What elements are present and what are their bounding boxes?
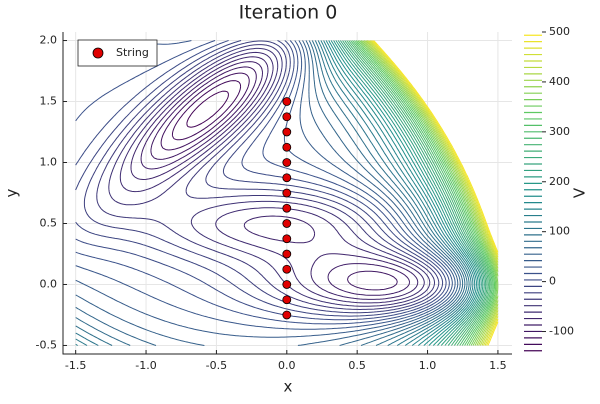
contour-line (359, 40, 498, 346)
contour-line (333, 40, 481, 346)
contour-line (373, 40, 499, 346)
contour-line (160, 72, 250, 151)
y-tick-label: 0.5 (40, 216, 58, 229)
string-point (282, 234, 292, 244)
contour-line (75, 40, 453, 330)
string-point (282, 173, 292, 183)
contour-line (363, 40, 499, 346)
x-tick-label: 1.0 (419, 359, 437, 372)
y-tick-label: 0.0 (40, 277, 58, 290)
contour-line (366, 40, 499, 346)
contour-line (75, 40, 470, 346)
contour-line (339, 40, 485, 346)
contour-line (186, 90, 229, 128)
contour-line (75, 40, 456, 338)
string-point (282, 158, 292, 167)
contour-line (350, 40, 492, 346)
contour-line (130, 56, 419, 300)
colorbar-tick-label: 0 (549, 275, 556, 288)
contour-line (150, 66, 398, 291)
x-tick-label: -1.0 (135, 359, 156, 372)
string-point (282, 310, 292, 320)
contour-line (357, 40, 497, 346)
colorbar-tick-label: 200 (549, 175, 570, 188)
x-tick-label: 0.5 (348, 359, 366, 372)
contour-line (108, 47, 431, 307)
y-tick-label: -0.5 (36, 338, 57, 351)
contour-line (354, 40, 494, 346)
contour-line (325, 40, 476, 346)
colorbar-tick-label: 300 (549, 125, 570, 138)
contour-line (335, 40, 482, 346)
contour-line (83, 40, 440, 314)
string-point (282, 188, 292, 198)
contour-line (75, 40, 450, 325)
colorbar-label: V (571, 187, 589, 198)
contour-line (337, 40, 484, 346)
contour-line (75, 40, 466, 346)
contour-line (75, 40, 459, 346)
contour-line (75, 40, 472, 346)
contour-line (75, 40, 468, 346)
legend-marker (92, 47, 104, 59)
x-tick-label: 0.0 (278, 359, 296, 372)
colorbar-tick-label: 400 (549, 75, 570, 88)
contour-line (75, 40, 444, 317)
colorbar-tick-label: -100 (549, 325, 574, 338)
x-tick-label: 1.5 (489, 359, 507, 372)
contour-line (342, 40, 487, 346)
contour-line (330, 40, 479, 346)
x-axis-label: x (284, 378, 293, 396)
axis-frame (62, 32, 512, 355)
y-axis-label: y (3, 188, 21, 197)
chart-title: Iteration 0 (239, 2, 338, 24)
y-tick-label: 1.0 (40, 156, 58, 169)
contour-line (348, 40, 491, 346)
contour-line (328, 40, 477, 346)
string-point (282, 112, 292, 122)
y-tick-label: 1.5 (40, 95, 58, 108)
contour-line (346, 40, 489, 346)
contour-line (365, 40, 499, 346)
contour-line (360, 40, 499, 346)
contour-line (369, 40, 499, 346)
contour-line (75, 40, 461, 346)
legend-label: String (116, 46, 149, 59)
contour-line (368, 40, 499, 346)
contour-line (362, 40, 499, 346)
contour-line (96, 44, 435, 310)
string-point (282, 127, 292, 137)
contour-line (323, 40, 474, 346)
contour-line (372, 40, 499, 346)
x-tick-label: -0.5 (206, 359, 227, 372)
contour-line (140, 61, 411, 296)
contour-line (352, 40, 493, 346)
legend-box (77, 39, 158, 67)
colorbar-tick-label: 500 (549, 25, 570, 38)
string-point (282, 203, 292, 213)
contour-line (370, 40, 499, 346)
contour-line (171, 80, 242, 141)
contour-line (75, 40, 447, 321)
contour-line (75, 40, 464, 346)
colorbar-tick-label: 100 (549, 225, 570, 238)
string-point (282, 264, 292, 274)
y-tick-label: 2.0 (40, 34, 58, 47)
string-point (282, 219, 292, 228)
contour-line (119, 51, 425, 304)
contour-line (355, 40, 495, 346)
string-point (282, 295, 292, 305)
string-point (282, 97, 292, 106)
string-point (282, 249, 292, 259)
string-point (282, 142, 292, 152)
x-tick-label: -1.5 (65, 359, 86, 372)
contour-line (344, 40, 488, 346)
string-point (282, 280, 292, 289)
